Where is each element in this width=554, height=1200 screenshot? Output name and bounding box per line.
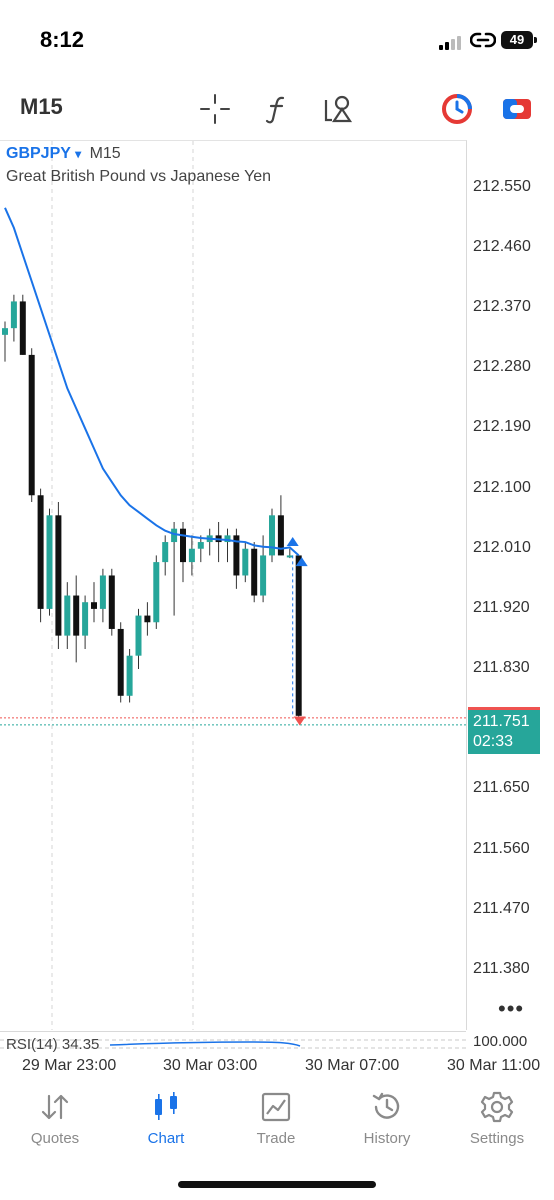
- one-click-trading-icon[interactable]: [440, 92, 474, 126]
- tab-trade[interactable]: Trade: [226, 1090, 326, 1147]
- bearish-candle: [251, 548, 258, 596]
- bullish-candle: [126, 655, 133, 696]
- settings-icon: [480, 1091, 514, 1123]
- home-indicator: [178, 1181, 376, 1188]
- bearish-candle: [295, 555, 302, 716]
- price-tick-label: 212.460: [473, 237, 531, 255]
- symbol-selector[interactable]: GBPJPY ▾ M15: [6, 145, 121, 163]
- bullish-candle: [286, 555, 293, 558]
- bullish-candle: [10, 301, 17, 329]
- personal-hotspot-icon: [470, 32, 496, 48]
- bearish-candle: [144, 615, 151, 623]
- history-icon: [372, 1092, 400, 1119]
- time-label: 30 Mar 07:00: [305, 1057, 400, 1074]
- bearish-candle: [117, 628, 124, 696]
- bearish-candle: [277, 515, 284, 556]
- price-tick-label: 211.830: [473, 659, 530, 677]
- bearish-candle: [91, 602, 97, 609]
- trade-icon: [261, 1092, 291, 1122]
- price-tick-label: 212.280: [473, 358, 531, 376]
- symbol-dropdown-icon: ▾: [75, 147, 82, 161]
- status-bar: 8:12 49: [0, 0, 554, 80]
- bullish-candle: [99, 575, 106, 609]
- time-label: 30 Mar 03:00: [163, 1057, 258, 1074]
- bullish-candle: [82, 602, 89, 636]
- bullish-candle: [260, 555, 267, 596]
- bullish-candle: [2, 328, 8, 335]
- bid-price: 211.751: [473, 713, 530, 730]
- tab-label: History: [363, 1130, 411, 1147]
- battery-icon: 49: [501, 31, 537, 49]
- more-options-icon[interactable]: •••: [498, 996, 525, 1021]
- bullish-candle: [135, 615, 142, 656]
- bullish-candle: [171, 528, 178, 543]
- rsi-label: RSI(14) 34.35: [6, 1036, 100, 1053]
- candlestick-chart[interactable]: [0, 141, 466, 1030]
- price-tick-label: 211.650: [473, 779, 530, 797]
- tab-chart[interactable]: Chart: [116, 1090, 216, 1147]
- tab-label: Settings: [469, 1130, 525, 1147]
- bullish-candle: [242, 548, 249, 576]
- rsi-panel[interactable]: [0, 1031, 466, 1054]
- price-chart[interactable]: [0, 140, 467, 1030]
- bar-countdown: 02:33: [473, 733, 514, 750]
- bullish-candle: [197, 542, 204, 549]
- price-tick-label: 212.370: [473, 298, 531, 316]
- bearish-candle: [55, 515, 62, 636]
- moving-average-line: [4, 207, 300, 557]
- price-tick-label: 212.010: [473, 538, 531, 556]
- bearish-candle: [108, 575, 115, 629]
- indicators-icon[interactable]: [260, 92, 294, 126]
- bearish-candle: [19, 301, 26, 355]
- chart-toolbar: M15: [0, 80, 554, 138]
- time-label: 29 Mar 23:00: [22, 1057, 117, 1074]
- bearish-candle: [28, 354, 35, 496]
- bullish-candle: [153, 562, 160, 623]
- symbol-description: Great British Pound vs Japanese Yen: [6, 168, 272, 185]
- price-tick-label: 211.920: [473, 598, 530, 616]
- bullish-candle: [64, 595, 71, 636]
- tab-quotes[interactable]: Quotes: [5, 1090, 105, 1147]
- chart-timeframe-label: M15: [89, 145, 121, 162]
- price-tick-label: 212.190: [473, 418, 531, 436]
- new-order-icon[interactable]: [500, 92, 534, 126]
- price-tick-label: 212.550: [473, 177, 531, 195]
- bullish-candle: [224, 535, 231, 543]
- buy-arrow-marker: [286, 537, 299, 547]
- bullish-candle: [162, 542, 169, 563]
- quotes-icon: [41, 1094, 69, 1120]
- bearish-candle: [73, 595, 80, 636]
- rsi-line-chart: [0, 1039, 466, 1049]
- price-tick-label: 212.100: [473, 478, 531, 496]
- crosshair-icon[interactable]: [198, 92, 232, 126]
- bearish-candle: [37, 495, 44, 609]
- tab-label: Trade: [256, 1130, 296, 1147]
- price-tick-label: 211.560: [473, 839, 530, 857]
- chart-icon: [155, 1092, 177, 1120]
- price-tick-label: 211.380: [473, 959, 530, 977]
- buy-arrow-marker: [295, 557, 308, 567]
- symbol-name: GBPJPY: [6, 145, 71, 162]
- tab-settings[interactable]: Settings: [447, 1090, 547, 1147]
- sell-arrow-marker: [293, 716, 306, 726]
- tab-label: Quotes: [30, 1130, 80, 1147]
- status-time: 8:12: [40, 27, 85, 52]
- tab-history[interactable]: History: [337, 1090, 437, 1147]
- bullish-candle: [188, 548, 195, 563]
- bid-price-badge: 211.751 02:33: [468, 710, 540, 754]
- bearish-candle: [233, 535, 240, 576]
- timeframe-selector[interactable]: M15: [20, 94, 63, 119]
- bullish-candle: [46, 515, 53, 609]
- tab-label: Chart: [147, 1130, 185, 1147]
- objects-icon[interactable]: [322, 92, 356, 126]
- bullish-candle: [269, 515, 275, 556]
- rsi-axis-label: 100.000: [473, 1033, 528, 1050]
- bearish-candle: [180, 528, 186, 563]
- signal-strength-icon: [439, 36, 465, 50]
- time-label: 30 Mar 11:00: [447, 1057, 541, 1074]
- price-tick-label: 211.470: [473, 899, 530, 917]
